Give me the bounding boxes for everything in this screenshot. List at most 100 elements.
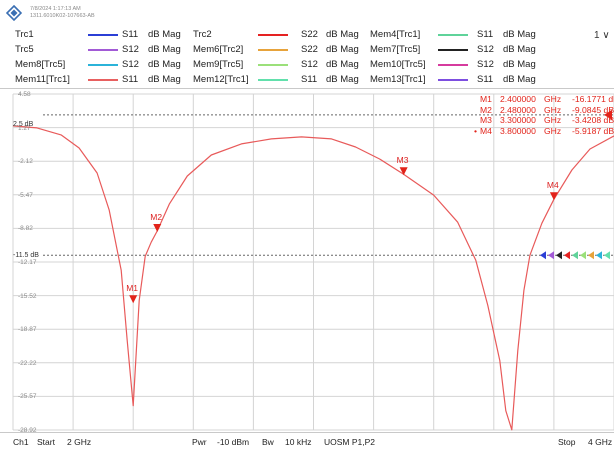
trace-parameter[interactable]: S11 (477, 29, 494, 40)
marker-row[interactable]: M3 3.300000 GHz -3.4208 dB (474, 115, 614, 125)
trace-name[interactable]: Mem9[Trc5] (193, 59, 244, 70)
marker-name: M3 (480, 115, 492, 125)
limit-handle-icon (548, 251, 554, 260)
trace-color-swatch (88, 49, 118, 51)
trace-parameter[interactable]: S12 (301, 59, 318, 70)
ref-arrow-icon (604, 109, 612, 120)
trace-parameter[interactable]: S22 (301, 29, 318, 40)
marker-label[interactable]: M3 (396, 155, 409, 166)
trace-name[interactable]: Trc1 (15, 29, 34, 40)
marker-freq: 3.800000 (500, 125, 536, 136)
marker-unit: GHz (544, 115, 562, 125)
chevron-down-icon: ∨ (602, 30, 610, 41)
trace-parameter[interactable]: S11 (122, 29, 139, 40)
power-value[interactable]: -10 dBm (217, 437, 250, 447)
marker-triangle (129, 295, 138, 304)
trace-format[interactable]: dB Mag (148, 74, 181, 85)
trace-format[interactable]: dB Mag (503, 74, 536, 85)
limit-handle-icon (564, 251, 570, 260)
trace-color-swatch (258, 34, 288, 36)
y-tick-label: 4.58 (18, 91, 31, 98)
marker-row[interactable]: • M4 3.800000 GHz -5.9187 dB (474, 126, 614, 136)
ref-level-top[interactable]: 2.5 dB (13, 121, 34, 128)
limit-handle-icon (572, 251, 578, 260)
marker-value: -9.0845 dB (572, 104, 614, 115)
y-tick-label: 1.27 (18, 124, 31, 132)
trace-name[interactable]: Mem8[Trc5] (15, 59, 66, 70)
trace-parameter[interactable]: S12 (477, 59, 494, 70)
trace-parameter[interactable]: S11 (122, 74, 139, 85)
trace-format[interactable]: dB Mag (326, 74, 359, 85)
trace-color-swatch (258, 49, 288, 51)
trace-menu-button[interactable]: 1 ∨ (594, 30, 610, 41)
trace-format[interactable]: dB Mag (148, 59, 181, 70)
marker-prefix: • (474, 125, 478, 136)
marker-unit: GHz (544, 94, 562, 104)
trace-format[interactable]: dB Mag (326, 29, 359, 40)
trace-format[interactable]: dB Mag (503, 44, 536, 55)
trace-color-swatch (88, 79, 118, 81)
limit-handle-icon (588, 251, 594, 260)
trace-name[interactable]: Mem11[Trc1] (15, 74, 70, 85)
trace-parameter[interactable]: S12 (122, 59, 139, 70)
trace-format[interactable]: dB Mag (503, 29, 536, 40)
marker-freq: 2.480000 (500, 104, 536, 115)
trace-color-swatch (88, 64, 118, 66)
channel-label[interactable]: Ch1 (13, 437, 29, 447)
trace-plot[interactable]: 4.58 1.27 -2.12 -5.47 -8.82 -12.17 -15.52 -18.8… (0, 89, 614, 434)
trace-name[interactable]: Trc5 (15, 44, 34, 55)
y-tick-label: -8.82 (18, 225, 33, 233)
marker-row[interactable]: M2 2.480000 GHz -9.0845 dB (474, 105, 614, 115)
start-value[interactable]: 2 GHz (67, 437, 92, 447)
trace-color-swatch (438, 64, 468, 66)
y-tick-label: -2.12 (18, 158, 33, 166)
trace-name[interactable]: Trc2 (193, 29, 212, 40)
y-tick-label: -18.87 (18, 326, 37, 334)
trace-format[interactable]: dB Mag (148, 29, 181, 40)
marker-row[interactable]: M1 2.400000 GHz -16.1771 dB (474, 94, 614, 104)
trace-parameter[interactable]: S11 (477, 74, 494, 85)
bandwidth-label: Bw (262, 437, 274, 447)
marker-name: M2 (480, 104, 492, 115)
device-id: 1311.6010K02-107663-AB (30, 13, 95, 19)
ref-level-mid[interactable]: -11.5 dB (13, 252, 39, 259)
limit-handle-icon (580, 251, 586, 260)
marker-value: -3.4208 dB (572, 115, 614, 125)
trace-legend: 1 ∨ Trc1 S11 dB Mag Trc2 S22 dB Mag Mem4[Trc1]… (0, 26, 614, 89)
trace-color-swatch (258, 64, 288, 66)
y-tick-label: -12.17 (18, 259, 37, 266)
trace-name[interactable]: Mem7[Trc5] (370, 44, 421, 55)
sweep-mode: UOSM P1,P2 (324, 437, 376, 447)
rohde-schwarz-logo (6, 5, 22, 21)
trace-name[interactable]: Mem10[Trc5] (370, 59, 426, 70)
trace-name[interactable]: Mem4[Trc1] (370, 29, 421, 40)
marker-name: M1 (480, 94, 492, 104)
power-label: Pwr (192, 437, 207, 447)
marker-label[interactable]: M4 (546, 180, 559, 191)
trace-parameter[interactable]: S12 (122, 44, 139, 55)
stop-value[interactable]: 4 GHz (588, 437, 613, 447)
y-tick-label: -22.22 (18, 359, 37, 367)
y-tick-label: -15.52 (18, 292, 37, 300)
trace-format[interactable]: dB Mag (326, 59, 359, 70)
marker-value: -5.9187 dB (572, 125, 614, 136)
marker-label[interactable]: M1 (126, 283, 138, 294)
marker-triangle (399, 167, 408, 176)
trace-name[interactable]: Mem12[Trc1] (193, 74, 249, 85)
marker-label[interactable]: M2 (150, 212, 163, 223)
trace-trc1-line (12, 125, 614, 431)
trace-format[interactable]: dB Mag (326, 44, 359, 55)
marker-triangle (153, 224, 162, 233)
limit-handle-icon (596, 251, 602, 260)
trace-color-swatch (88, 34, 118, 36)
trace-parameter[interactable]: S12 (477, 44, 494, 55)
trace-format[interactable]: dB Mag (503, 59, 536, 70)
trace-name[interactable]: Mem13[Trc1] (370, 74, 426, 85)
trace-parameter[interactable]: S11 (301, 74, 318, 85)
y-tick-label: -25.57 (18, 393, 37, 401)
bandwidth-value[interactable]: 10 kHz (285, 437, 312, 447)
trace-parameter[interactable]: S22 (301, 44, 318, 55)
trace-format[interactable]: dB Mag (148, 44, 181, 55)
trace-name[interactable]: Mem6[Trc2] (193, 44, 244, 55)
